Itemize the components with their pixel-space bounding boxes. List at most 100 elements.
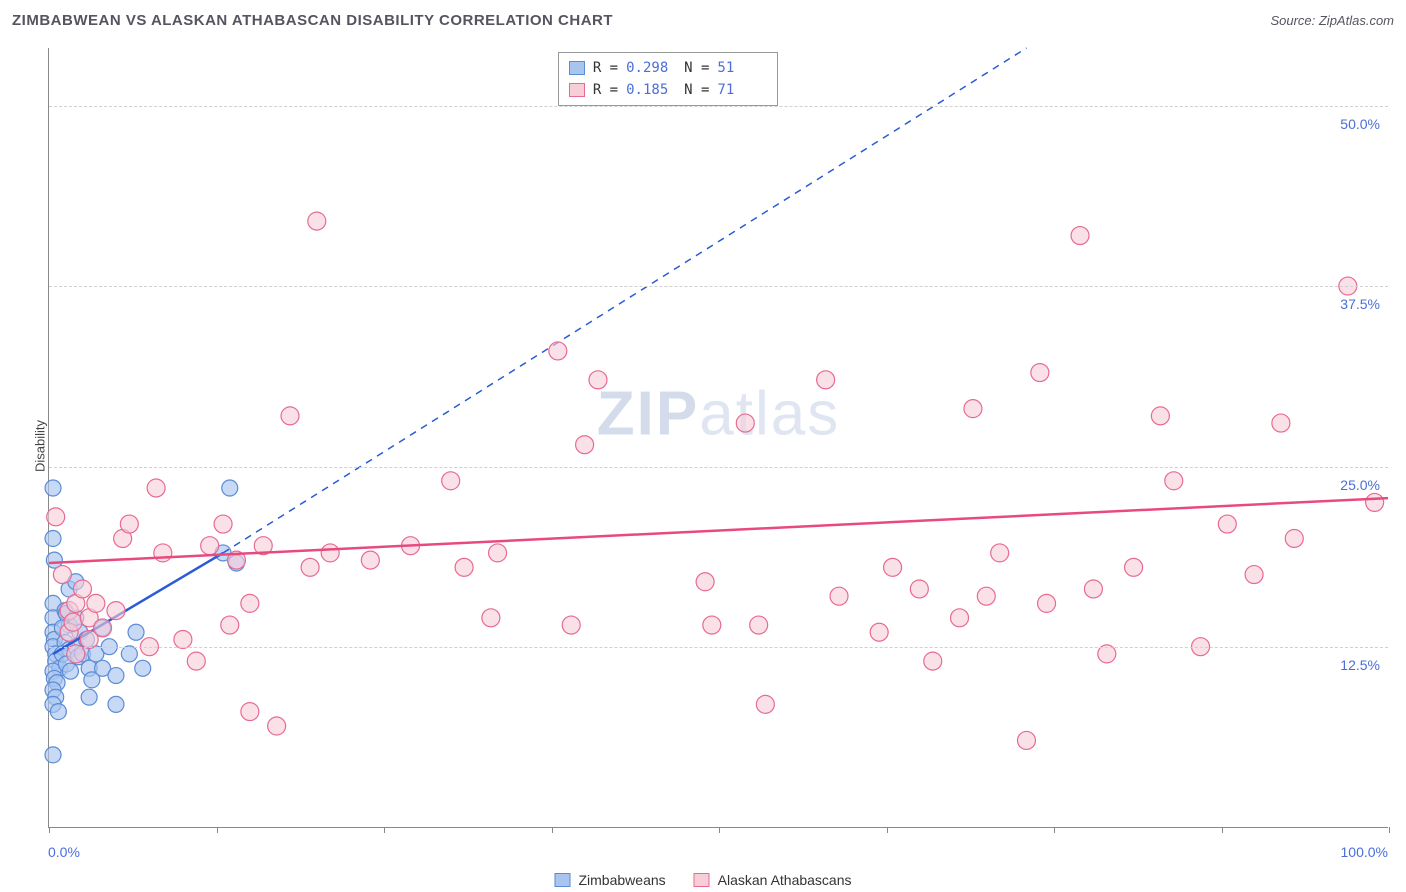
scatter-point xyxy=(50,704,66,720)
scatter-point xyxy=(455,558,473,576)
scatter-point xyxy=(128,624,144,640)
scatter-point xyxy=(268,717,286,735)
scatter-point xyxy=(884,558,902,576)
scatter-point xyxy=(73,580,91,598)
scatter-point xyxy=(562,616,580,634)
scatter-point xyxy=(977,587,995,605)
scatter-point xyxy=(107,602,125,620)
scatter-point xyxy=(964,400,982,418)
scatter-point xyxy=(45,480,61,496)
y-tick-label: 25.0% xyxy=(1340,477,1380,493)
x-axis-min-label: 0.0% xyxy=(48,844,80,860)
y-tick-label: 12.5% xyxy=(1340,657,1380,673)
scatter-point xyxy=(241,594,259,612)
scatter-point xyxy=(221,616,239,634)
scatter-point xyxy=(1245,566,1263,584)
x-tick xyxy=(1222,827,1223,833)
scatter-point xyxy=(1285,529,1303,547)
scatter-point xyxy=(64,613,82,631)
scatter-point xyxy=(154,544,172,562)
n-value: 71 xyxy=(717,82,767,98)
y-axis-title: Disability xyxy=(33,420,48,472)
scatter-point xyxy=(736,414,754,432)
scatter-point xyxy=(951,609,969,627)
scatter-point xyxy=(45,530,61,546)
scatter-point xyxy=(1031,364,1049,382)
scatter-point xyxy=(108,696,124,712)
chart-header: ZIMBABWEAN VS ALASKAN ATHABASCAN DISABIL… xyxy=(0,0,1406,40)
scatter-point xyxy=(703,616,721,634)
x-tick xyxy=(887,827,888,833)
scatter-point xyxy=(361,551,379,569)
scatter-point xyxy=(174,630,192,648)
gridline xyxy=(49,106,1388,107)
legend-swatch xyxy=(554,873,570,887)
scatter-point xyxy=(308,212,326,230)
scatter-point xyxy=(1165,472,1183,490)
n-label: N = xyxy=(684,60,709,76)
scatter-point xyxy=(81,689,97,705)
scatter-point xyxy=(1125,558,1143,576)
trend-line-extrapolated xyxy=(223,48,1026,553)
scatter-point xyxy=(241,703,259,721)
scatter-point xyxy=(321,544,339,562)
x-tick xyxy=(552,827,553,833)
chart-source: Source: ZipAtlas.com xyxy=(1270,13,1394,28)
scatter-point xyxy=(549,342,567,360)
x-tick xyxy=(49,827,50,833)
x-tick xyxy=(384,827,385,833)
scatter-point xyxy=(47,508,65,526)
scatter-point xyxy=(991,544,1009,562)
chart-title: ZIMBABWEAN VS ALASKAN ATHABASCAN DISABIL… xyxy=(12,12,613,29)
scatter-point xyxy=(187,652,205,670)
gridline xyxy=(49,467,1388,468)
legend-label: Alaskan Athabascans xyxy=(718,872,852,888)
scatter-point xyxy=(1151,407,1169,425)
x-axis-max-label: 100.0% xyxy=(1341,844,1388,860)
scatter-point xyxy=(1038,594,1056,612)
scatter-point xyxy=(1272,414,1290,432)
y-tick-label: 50.0% xyxy=(1340,116,1380,132)
legend-swatch xyxy=(694,873,710,887)
legend-swatch xyxy=(569,83,585,97)
r-label: R = xyxy=(593,82,618,98)
y-tick-label: 37.5% xyxy=(1340,296,1380,312)
scatter-point xyxy=(62,663,78,679)
scatter-point xyxy=(281,407,299,425)
n-label: N = xyxy=(684,82,709,98)
scatter-point xyxy=(576,436,594,454)
scatter-point xyxy=(489,544,507,562)
stats-row: R = 0.185 N = 71 xyxy=(569,79,768,101)
scatter-point xyxy=(910,580,928,598)
scatter-point xyxy=(301,558,319,576)
scatter-point xyxy=(830,587,848,605)
scatter-point xyxy=(924,652,942,670)
gridline xyxy=(49,286,1388,287)
scatter-point xyxy=(482,609,500,627)
trend-line xyxy=(49,498,1388,563)
scatter-point xyxy=(201,537,219,555)
scatter-point xyxy=(696,573,714,591)
stats-row: R = 0.298 N = 51 xyxy=(569,57,768,79)
stats-legend-box: R = 0.298 N = 51 R = 0.185 N = 71 xyxy=(558,52,779,106)
scatter-point xyxy=(817,371,835,389)
x-tick xyxy=(1389,827,1390,833)
scatter-point xyxy=(94,619,112,637)
chart-svg xyxy=(49,48,1388,827)
scatter-point xyxy=(442,472,460,490)
x-tick xyxy=(217,827,218,833)
r-value: 0.185 xyxy=(626,82,676,98)
scatter-point xyxy=(45,747,61,763)
plot-area: ZIPatlas R =0.298N =51R =0.185N =71 12.5… xyxy=(48,48,1388,828)
scatter-point xyxy=(1366,493,1384,511)
gridline xyxy=(49,647,1388,648)
scatter-point xyxy=(222,480,238,496)
r-value: 0.298 xyxy=(626,60,676,76)
legend-swatch xyxy=(569,61,585,75)
scatter-point xyxy=(147,479,165,497)
legend-label: Zimbabweans xyxy=(578,872,665,888)
legend-item: Alaskan Athabascans xyxy=(694,872,852,888)
legend-item: Zimbabweans xyxy=(554,872,665,888)
n-value: 51 xyxy=(717,60,767,76)
r-label: R = xyxy=(593,60,618,76)
